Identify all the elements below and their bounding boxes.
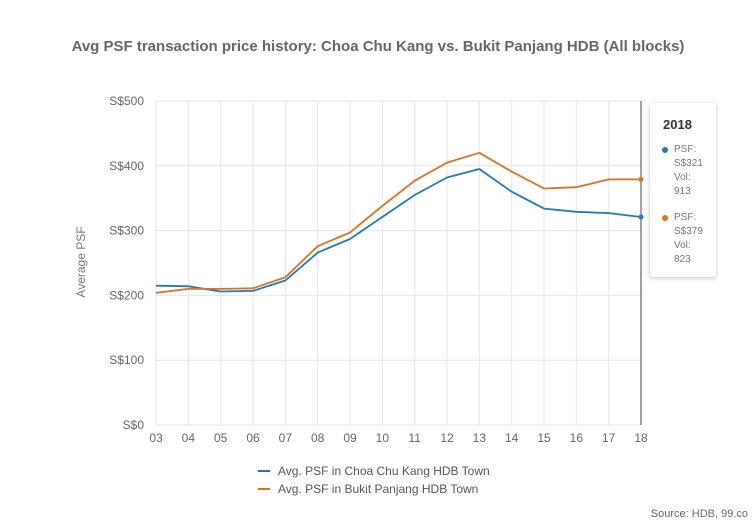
chart-title: Avg PSF transaction price history: Choa … xyxy=(71,38,685,55)
x-tick-label: 12 xyxy=(440,431,454,445)
x-tick-label: 07 xyxy=(279,431,293,445)
x-tick-label: 08 xyxy=(311,431,325,445)
tooltip-vol-label: Vol: xyxy=(674,172,691,183)
y-tick-label: S$0 xyxy=(123,418,145,432)
legend-item-choa-chu-kang[interactable]: Avg. PSF in Choa Chu Kang HDB Town xyxy=(258,462,490,480)
tooltip-psf-label: PSF: xyxy=(674,144,697,155)
legend-label: Avg. PSF in Bukit Panjang HDB Town xyxy=(278,482,479,496)
source-credit: Source: HDB, 99.co xyxy=(650,508,748,520)
hover-point-marker xyxy=(638,176,644,182)
x-tick-label: 16 xyxy=(570,431,584,445)
legend-label: Avg. PSF in Choa Chu Kang HDB Town xyxy=(278,464,490,478)
x-tick-label: 04 xyxy=(182,431,196,445)
legend-swatch-icon xyxy=(258,470,270,472)
x-tick-label: 03 xyxy=(149,431,163,445)
y-tick-label: S$200 xyxy=(109,288,144,302)
hover-point-marker xyxy=(638,214,644,220)
series-dot-icon xyxy=(662,215,668,221)
legend-swatch-icon xyxy=(258,488,270,490)
tooltip-psf-value: S$321 xyxy=(674,158,703,169)
tooltip-psf-label: PSF: xyxy=(674,212,697,223)
y-tick-label: S$500 xyxy=(109,94,144,108)
x-tick-label: 10 xyxy=(376,431,390,445)
x-tick-label: 05 xyxy=(214,431,228,445)
x-tick-label: 17 xyxy=(602,431,616,445)
tooltip-vol-label: Vol: xyxy=(674,240,691,251)
x-tick-label: 13 xyxy=(473,431,487,445)
x-tick-label: 11 xyxy=(408,431,421,445)
tooltip-vol-value: 823 xyxy=(674,254,691,265)
y-tick-label: S$400 xyxy=(109,159,144,173)
x-tick-label: 09 xyxy=(343,431,357,445)
series-line-bukit-panjang xyxy=(155,151,641,294)
x-tick-label: 15 xyxy=(537,431,551,445)
legend-item-bukit-panjang[interactable]: Avg. PSF in Bukit Panjang HDB Town xyxy=(258,480,490,498)
y-tick-label: S$300 xyxy=(109,224,144,238)
y-axis-title: Average PSF xyxy=(74,226,88,297)
chart-legend: Avg. PSF in Choa Chu Kang HDB Town Avg. … xyxy=(258,462,490,498)
series-dot-icon xyxy=(662,147,668,153)
x-tick-label: 18 xyxy=(634,431,648,445)
tooltip-psf-value: S$379 xyxy=(674,226,703,237)
tooltip-year: 2018 xyxy=(663,117,692,132)
hover-tooltip: 2018 PSF: S$321 Vol: 913 PSF: S$379 Vol:… xyxy=(650,103,716,277)
y-tick-label: S$100 xyxy=(109,353,144,367)
x-tick-label: 06 xyxy=(246,431,260,445)
x-tick-label: 14 xyxy=(505,431,519,445)
tooltip-vol-value: 913 xyxy=(674,186,691,197)
series-line-choa-chu-kang xyxy=(155,168,642,293)
